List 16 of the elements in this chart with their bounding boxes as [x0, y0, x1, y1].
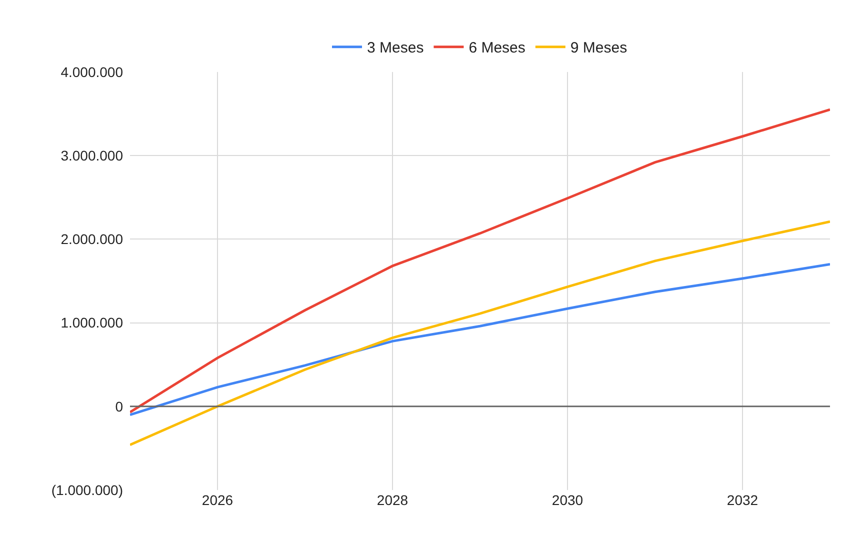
x-tick-label: 2030 — [552, 492, 584, 508]
legend-label: 9 Meses — [570, 40, 628, 57]
y-tick-label: 0 — [115, 398, 124, 414]
x-tick-label: 2028 — [376, 492, 408, 508]
y-tick-label: 1.000.000 — [60, 314, 124, 331]
x-tick-label: 2026 — [202, 492, 234, 508]
line-series — [130, 220, 830, 446]
line-series — [130, 263, 830, 416]
y-tick-label: (1.000.000) — [51, 482, 123, 498]
y-tick-label: 4.000.000 — [60, 64, 124, 80]
y-tick-label: 2.000.000 — [60, 231, 124, 248]
legend-label: 6 Meses — [468, 40, 526, 57]
line-series — [130, 108, 830, 414]
y-tick-label: 3.000.000 — [60, 148, 124, 164]
legend-label: 3 Meses — [367, 40, 424, 57]
x-tick-label: 2032 — [726, 492, 758, 508]
